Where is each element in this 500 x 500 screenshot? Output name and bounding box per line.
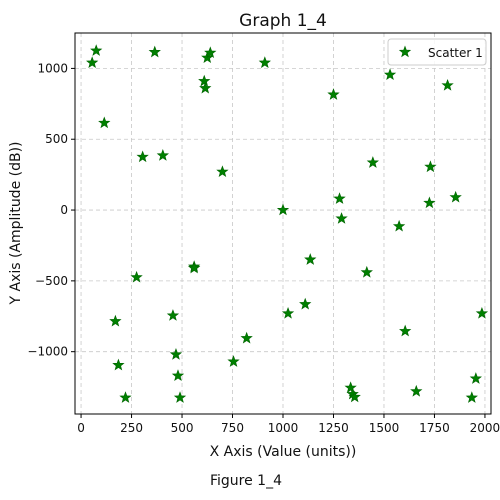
scatter-point [86,56,99,68]
figure-caption: Figure 1_4 [210,473,282,489]
scatter-point [98,116,111,129]
scatter-point [383,68,397,81]
scatter-point [188,261,201,274]
scatter-point [449,190,462,203]
legend-star-marker [398,45,412,58]
scatter-point [204,46,217,59]
y-tick-label: −1000 [27,345,68,359]
y-tick-label: −500 [35,274,68,288]
scatter-point [344,381,357,394]
scatter-point [423,196,436,209]
legend: Scatter 1 [387,38,487,66]
scatter-point [333,192,346,204]
scatter-point [166,309,180,321]
scatter-point [119,391,132,403]
y-tick-label: 0 [60,203,68,217]
scatter-point [112,358,125,371]
scatter-point [216,165,229,178]
scatter-point [424,160,437,173]
x-tick-label: 750 [221,421,244,435]
x-tick-label: 2000 [470,421,500,435]
scatter-point [136,150,149,163]
scatter-point [171,369,185,381]
x-tick-label: 1000 [268,421,299,435]
scatter-point [441,78,454,91]
scatter-point [366,156,380,168]
scatter-point [399,324,412,337]
scatter-point [198,74,211,87]
scatter-points [86,44,489,403]
scatter-point [465,391,478,403]
legend-label: Scatter 1 [428,46,483,60]
scatter-point [360,265,373,278]
scatter-point [90,44,103,56]
scatter-point [410,384,423,397]
x-axis-label: X Axis (Value (units)) [210,444,357,460]
scatter-point [227,355,240,367]
y-tick-label: 500 [45,132,68,146]
legend-box [387,38,487,66]
scatter-point [469,372,482,384]
scatter-point [156,149,169,161]
scatter-point [148,45,161,58]
y-tick-label: 1000 [37,61,68,75]
scatter-point [258,56,271,68]
scatter-point [130,270,143,283]
x-tick-label: 0 [77,421,85,435]
grid [75,33,491,414]
chart-title: Graph 1_4 [239,11,327,31]
scatter-point [169,348,183,360]
y-axis-label: Y Axis (Amplitude (dB)) [8,141,24,305]
scatter-point [173,391,187,403]
scatter-point [109,314,122,327]
x-tick-label: 500 [171,421,194,435]
scatter-point [276,203,290,216]
x-tick-label: 250 [120,421,143,435]
x-tick-label: 1750 [419,421,450,435]
scatter-point [304,253,317,265]
scatter-point [348,390,361,403]
scatter-point [240,331,253,344]
y-axis-ticks: −1000 −500 0 500 1000 [27,61,75,359]
scatter-point [335,212,348,224]
scatter-point [299,297,312,310]
x-tick-label: 1500 [369,421,400,435]
scatter-point [281,306,295,319]
scatter-point [392,219,406,232]
x-axis-ticks: 0 250 500 750 1000 1250 1500 1750 2000 [77,414,500,435]
scatter-point [199,81,212,94]
scatter-point [327,88,340,100]
scatter-point [475,306,489,319]
x-tick-label: 1250 [318,421,349,435]
